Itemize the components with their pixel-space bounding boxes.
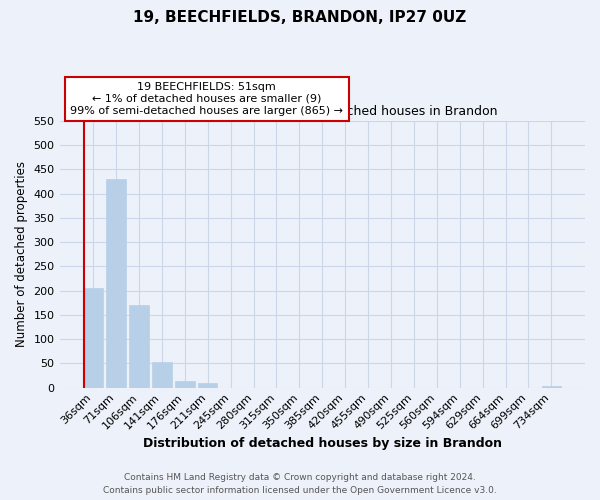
Bar [542, 386, 561, 388]
Bar [106, 179, 126, 388]
Title: Size of property relative to detached houses in Brandon: Size of property relative to detached ho… [147, 106, 497, 118]
Text: 19 BEECHFIELDS: 51sqm
← 1% of detached houses are smaller (9)
99% of semi-detach: 19 BEECHFIELDS: 51sqm ← 1% of detached h… [70, 82, 343, 116]
Text: Contains HM Land Registry data © Crown copyright and database right 2024.
Contai: Contains HM Land Registry data © Crown c… [103, 474, 497, 495]
Text: 19, BEECHFIELDS, BRANDON, IP27 0UZ: 19, BEECHFIELDS, BRANDON, IP27 0UZ [133, 10, 467, 25]
Bar [175, 382, 194, 388]
X-axis label: Distribution of detached houses by size in Brandon: Distribution of detached houses by size … [143, 437, 502, 450]
Bar [129, 305, 149, 388]
Y-axis label: Number of detached properties: Number of detached properties [15, 162, 28, 348]
Bar [83, 288, 103, 388]
Bar [152, 362, 172, 388]
Bar [198, 384, 217, 388]
